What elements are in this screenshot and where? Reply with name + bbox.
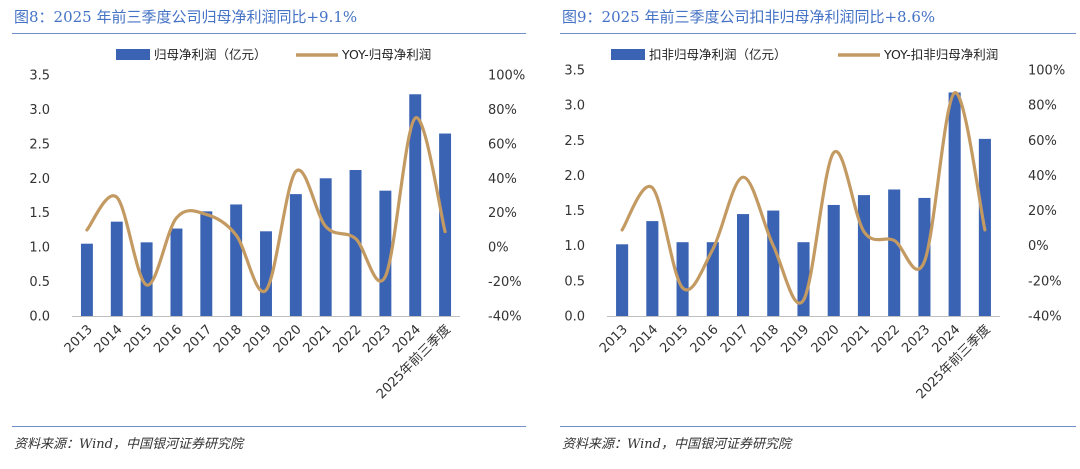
y-left-tick-label: 0.0 <box>564 310 585 325</box>
combo-chart-net-profit: 0.0 0.5 1.0 1.5 2.0 2.5 3.0 3.5 -40% -20% 0% 20% 40%… <box>29 47 525 402</box>
yoy-line <box>620 91 987 305</box>
y-right-tick-label: -40% <box>1028 310 1062 325</box>
y-left-tick-label: 2.0 <box>564 169 585 184</box>
y-right-tick-label: 100% <box>488 69 525 84</box>
bar-2017 <box>736 214 750 316</box>
y-left-tick-label: 1.5 <box>564 204 585 219</box>
footer-divider <box>560 426 1076 427</box>
bar-2022 <box>349 170 362 316</box>
y-left-tick-label: 0.5 <box>29 275 50 290</box>
x-tick-label: 2019 <box>778 322 812 356</box>
combo-chart-deducted-net-profit: 0.0 0.5 1.0 1.5 2.0 2.5 3.0 3.5 -40% -20% 0% 20% 40%… <box>564 47 1065 402</box>
bar-2015 <box>676 242 689 316</box>
x-tick-label: 2015 <box>657 322 691 356</box>
yoy-line <box>85 116 447 294</box>
legend-bar-label: 扣非归母净利润（亿元） <box>649 47 787 62</box>
bar-2016 <box>706 242 719 316</box>
y-left-tick-label: 3.5 <box>29 69 50 84</box>
x-tick-label: 2016 <box>151 322 185 356</box>
y-right-tick-label: 60% <box>488 137 517 152</box>
bar-2023 <box>379 190 392 316</box>
y-left-tick-label: 1.0 <box>564 239 585 254</box>
y-right-tick-label: -40% <box>488 310 522 325</box>
y-left-tick-label: 2.5 <box>564 134 585 149</box>
x-tick-label: 2013 <box>62 322 96 356</box>
source-note: 资料来源：Wind，中国银河证券研究院 <box>562 437 791 452</box>
bar-2017 <box>200 211 213 316</box>
y-right-tick-label: 0% <box>1028 239 1049 254</box>
title-divider <box>12 33 526 34</box>
y-right-tick-label: 20% <box>488 206 517 221</box>
footer-divider <box>12 426 526 427</box>
x-tick-label: 2017 <box>181 322 215 356</box>
bar-2021 <box>857 195 871 316</box>
x-tick-label: 2017 <box>718 322 752 356</box>
y-left-tick-label: 1.5 <box>29 206 50 221</box>
figure-title: 图9：2025 年前三季度公司扣非归母净利润同比+8.6% <box>562 8 936 26</box>
y-right-tick-label: 80% <box>488 103 517 118</box>
chart-panel-right: 图9：2025 年前三季度公司扣非归母净利润同比+8.6% 0.0 0.5 1.0 1… <box>548 0 1080 469</box>
bar-2019 <box>797 242 810 316</box>
legend-bar-label: 归母净利润（亿元） <box>154 47 267 62</box>
legend-bar-swatch <box>116 49 150 60</box>
y-right-tick-label: 40% <box>488 172 517 187</box>
bar-2022 <box>888 189 901 316</box>
y-left-tick-label: 2.0 <box>29 172 50 187</box>
x-tick-label: 2016 <box>688 322 722 356</box>
y-right-tick-label: -20% <box>1028 274 1062 289</box>
bar-2019 <box>260 231 272 316</box>
y-right-tick-label: 100% <box>1028 64 1065 79</box>
x-tick-label: 2023 <box>360 322 394 356</box>
bar-2018 <box>230 204 243 316</box>
x-tick-label: 2020 <box>271 322 305 356</box>
x-tick-label: 2022 <box>869 322 903 356</box>
y-left-tick-label: 1.0 <box>29 241 50 256</box>
x-tick-label: 2018 <box>748 322 782 356</box>
x-tick-label: 2021 <box>839 322 873 356</box>
bar-2020 <box>827 204 840 316</box>
x-tick-label: 2018 <box>211 322 245 356</box>
x-tick-label: 2014 <box>627 322 661 356</box>
x-tick-label: 2023 <box>899 322 933 356</box>
y-left-tick-label: 3.5 <box>564 64 585 79</box>
x-tick-label: 2013 <box>597 322 631 356</box>
chart-panel-left: 图8：2025 年前三季度公司归母净利润同比+9.1% 0.0 0.5 1.0 1.5… <box>0 0 530 469</box>
bar-2016 <box>170 228 183 316</box>
x-tick-label: 2021 <box>301 322 335 356</box>
y-left-tick-label: 0.5 <box>564 274 585 289</box>
bar-2013 <box>80 243 93 316</box>
bar-2020 <box>289 194 302 316</box>
bar-2015 <box>140 242 153 316</box>
bar-2024 <box>409 94 422 316</box>
bar-2014 <box>646 221 659 316</box>
y-right-tick-label: -20% <box>488 275 522 290</box>
y-right-tick-label: 40% <box>1028 169 1057 184</box>
y-left-tick-label: 3.0 <box>564 99 585 114</box>
y-right-tick-label: 80% <box>1028 99 1057 114</box>
y-right-tick-label: 0% <box>488 241 509 256</box>
x-tick-label: 2015 <box>121 322 155 356</box>
bar-2013 <box>616 244 629 316</box>
bar-2018 <box>767 210 780 316</box>
y-left-tick-label: 0.0 <box>29 310 50 325</box>
legend-bar-swatch <box>611 49 645 60</box>
title-divider <box>560 33 1076 34</box>
y-left-tick-label: 2.5 <box>29 137 50 152</box>
x-tick-label: 2022 <box>330 322 364 356</box>
bar-2014 <box>110 221 123 316</box>
y-right-tick-label: 60% <box>1028 134 1057 149</box>
x-tick-label: 2020 <box>809 322 843 356</box>
bar-2021 <box>319 178 332 316</box>
y-left-tick-label: 3.0 <box>29 103 50 118</box>
y-right-tick-label: 20% <box>1028 204 1057 219</box>
x-tick-label: 2014 <box>92 322 126 356</box>
x-tick-label: 2019 <box>241 322 275 356</box>
source-note: 资料来源：Wind，中国银河证券研究院 <box>14 437 243 452</box>
legend-line-label: YOY-扣非归母净利润 <box>883 47 998 62</box>
figure-title: 图8：2025 年前三季度公司归母净利润同比+9.1% <box>14 8 358 26</box>
legend-line-label: YOY-归母净利润 <box>341 47 431 62</box>
bar-2024 <box>948 92 961 316</box>
